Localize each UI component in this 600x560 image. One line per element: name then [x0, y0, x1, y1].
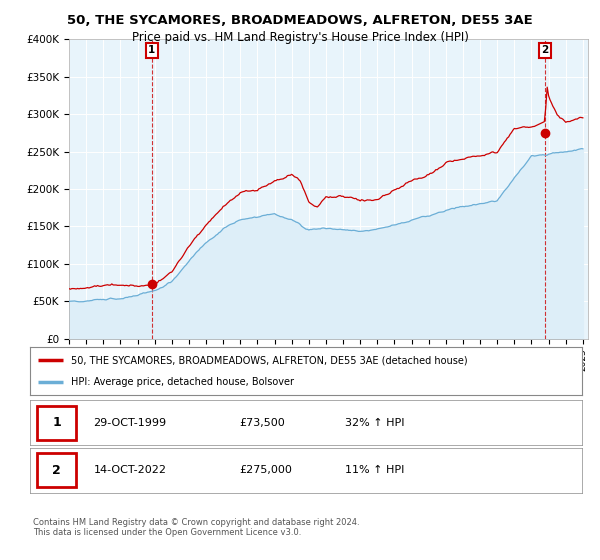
Text: 2: 2	[541, 45, 548, 55]
Text: 29-OCT-1999: 29-OCT-1999	[94, 418, 167, 428]
Text: £73,500: £73,500	[240, 418, 286, 428]
Bar	[37, 406, 76, 440]
Text: 1: 1	[148, 45, 155, 55]
Text: Price paid vs. HM Land Registry's House Price Index (HPI): Price paid vs. HM Land Registry's House …	[131, 31, 469, 44]
Text: HPI: Average price, detached house, Bolsover: HPI: Average price, detached house, Bols…	[71, 377, 295, 387]
Text: 11% ↑ HPI: 11% ↑ HPI	[344, 465, 404, 475]
Text: 1: 1	[52, 416, 61, 430]
Text: £275,000: £275,000	[240, 465, 293, 475]
Text: 50, THE SYCAMORES, BROADMEADOWS, ALFRETON, DE55 3AE (detached house): 50, THE SYCAMORES, BROADMEADOWS, ALFRETO…	[71, 355, 468, 365]
Text: 32% ↑ HPI: 32% ↑ HPI	[344, 418, 404, 428]
Bar	[37, 454, 76, 487]
Text: 50, THE SYCAMORES, BROADMEADOWS, ALFRETON, DE55 3AE: 50, THE SYCAMORES, BROADMEADOWS, ALFRETO…	[67, 14, 533, 27]
Text: Contains HM Land Registry data © Crown copyright and database right 2024.
This d: Contains HM Land Registry data © Crown c…	[33, 518, 359, 538]
Text: 14-OCT-2022: 14-OCT-2022	[94, 465, 166, 475]
Text: 2: 2	[52, 464, 61, 477]
